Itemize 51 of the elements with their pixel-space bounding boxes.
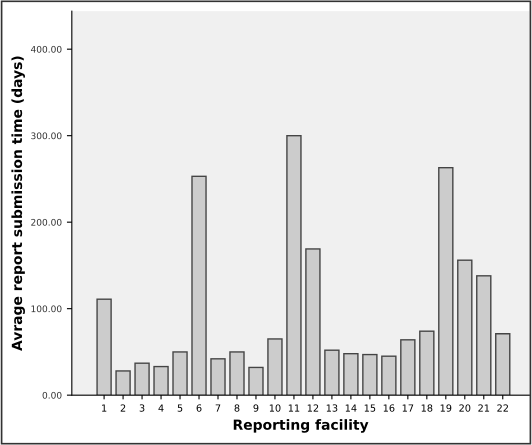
bar — [305, 248, 321, 396]
x-tick-label: 2 — [120, 404, 126, 412]
bar — [457, 260, 473, 396]
x-tick-label: 8 — [234, 404, 240, 412]
bar — [153, 366, 169, 396]
bar — [134, 362, 150, 396]
bar — [362, 354, 378, 396]
x-tick-label: 21 — [478, 404, 490, 412]
bar — [248, 366, 264, 396]
x-tick-label: 1 — [102, 404, 106, 412]
x-tick-label: 22 — [497, 404, 508, 412]
x-tick-label: 14 — [346, 404, 357, 412]
bar — [172, 351, 188, 396]
bar — [400, 339, 416, 396]
bar — [210, 358, 226, 396]
x-axis-title: Reporting facility — [234, 419, 368, 433]
x-tick-label: 11 — [288, 404, 300, 412]
x-tick-label: 5 — [178, 404, 182, 412]
bar — [96, 298, 112, 396]
x-tick-label: 9 — [253, 404, 258, 412]
bar — [286, 134, 302, 396]
x-tick-label: 16 — [384, 404, 394, 412]
y-axis-title: Avrage report submission time (days) — [11, 56, 25, 351]
bar — [476, 275, 492, 396]
y-tick-label: 100.00 — [32, 305, 62, 312]
bar — [229, 351, 245, 396]
y-tick-label: 200.00 — [31, 218, 62, 226]
x-tick-label: 17 — [402, 404, 414, 412]
bar — [495, 333, 510, 396]
bar — [343, 352, 359, 396]
bar — [191, 176, 207, 396]
bar — [267, 338, 283, 396]
x-tick-label: 15 — [364, 404, 376, 412]
bar — [115, 370, 131, 396]
y-tick-label: 0.00 — [42, 392, 62, 399]
x-tick-label: 12 — [308, 404, 318, 412]
x-tick-label: 6 — [196, 404, 202, 412]
bar — [381, 356, 397, 396]
bar — [324, 349, 340, 396]
x-tick-label: 20 — [459, 404, 470, 412]
y-tick-label: 400.00 — [30, 46, 62, 53]
x-tick-label: 3 — [140, 404, 144, 412]
x-tick-label: 4 — [158, 404, 164, 412]
bar — [438, 166, 454, 396]
x-tick-label: 7 — [216, 404, 220, 412]
bar — [419, 330, 435, 396]
y-tick-label: 300.00 — [31, 132, 62, 140]
x-tick-label: 18 — [422, 404, 432, 412]
x-tick-label: 10 — [270, 404, 280, 412]
x-tick-label: 19 — [440, 404, 452, 412]
x-tick-label: 13 — [326, 404, 338, 412]
